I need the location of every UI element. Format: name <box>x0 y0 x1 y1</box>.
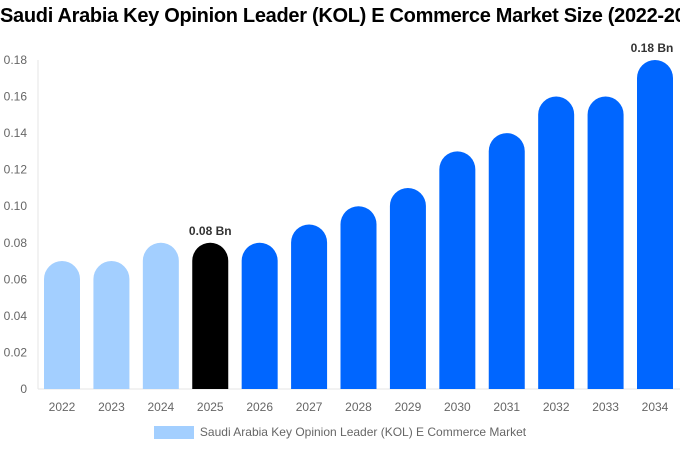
y-tick-label: 0 <box>20 382 27 396</box>
y-tick-label: 0.18 <box>4 53 28 67</box>
bar-2033 <box>587 96 624 390</box>
y-tick-label: 0.06 <box>4 272 28 286</box>
x-tick-label: 2029 <box>395 400 422 414</box>
x-tick-label: 2025 <box>197 400 224 414</box>
y-tick-label: 0.12 <box>4 163 28 177</box>
data-label: 0.18 Bn <box>631 41 674 55</box>
x-tick-label: 2033 <box>592 400 619 414</box>
legend-swatch <box>153 425 194 439</box>
x-tick-label: 2028 <box>345 400 372 414</box>
bar-2024 <box>142 242 179 389</box>
bar-2025 <box>192 242 229 389</box>
y-tick-label: 0.02 <box>4 345 28 359</box>
x-tick-label: 2027 <box>296 400 323 414</box>
y-tick-label: 0.08 <box>4 236 28 250</box>
x-tick-label: 2022 <box>49 400 76 414</box>
x-tick-label: 2024 <box>147 400 174 414</box>
bar-2031 <box>488 133 525 389</box>
y-tick-label: 0.16 <box>4 90 28 104</box>
x-tick-label: 2032 <box>543 400 570 414</box>
bar-2022 <box>44 261 80 389</box>
legend[interactable]: Saudi Arabia Key Opinion Leader (KOL) E … <box>0 425 680 439</box>
bar-2029 <box>389 187 426 389</box>
x-tick-label: 2023 <box>98 400 125 414</box>
bar-2026 <box>241 242 278 389</box>
x-tick-label: 2030 <box>444 400 471 414</box>
x-tick-label: 2026 <box>246 400 273 414</box>
bar-2028 <box>340 206 377 389</box>
y-tick-label: 0.10 <box>4 199 28 213</box>
y-tick-label: 0.04 <box>4 309 28 323</box>
y-tick-label: 0.14 <box>4 126 28 140</box>
data-label: 0.08 Bn <box>189 224 232 238</box>
x-tick-label: 2034 <box>642 400 669 414</box>
legend-label: Saudi Arabia Key Opinion Leader (KOL) E … <box>199 425 527 439</box>
chart-title: Saudi Arabia Key Opinion Leader (KOL) E … <box>0 5 680 27</box>
bar-2027 <box>291 224 328 389</box>
bar-2034 <box>637 60 673 389</box>
bar-2030 <box>439 151 476 389</box>
bar-2023 <box>93 261 130 389</box>
bar-2032 <box>538 96 575 390</box>
x-tick-label: 2031 <box>493 400 520 414</box>
